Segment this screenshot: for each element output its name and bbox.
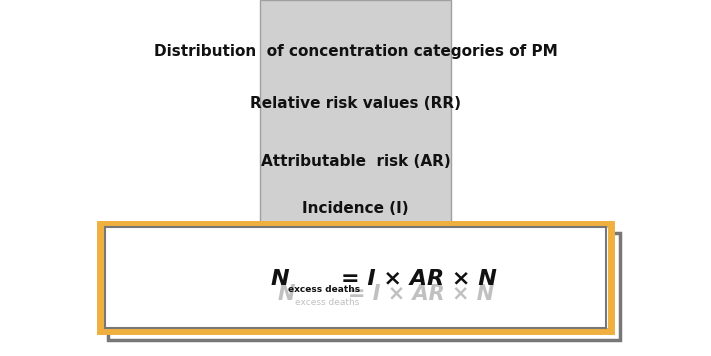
Text: excess deaths: excess deaths <box>288 285 360 294</box>
Text: excess deaths: excess deaths <box>295 298 360 307</box>
Text: Number of population (N): Number of population (N) <box>245 229 466 244</box>
Text: = I × AR × N: = I × AR × N <box>341 269 497 289</box>
Text: N: N <box>270 269 289 289</box>
Text: Relative risk values (RR): Relative risk values (RR) <box>250 96 461 111</box>
Text: N: N <box>277 284 295 304</box>
Bar <box>108 233 620 340</box>
Bar <box>105 227 606 328</box>
Text: Incidence (I): Incidence (I) <box>302 201 409 216</box>
Text: Distribution  of concentration categories of PM: Distribution of concentration categories… <box>154 44 557 59</box>
Text: Attributable  risk (AR): Attributable risk (AR) <box>261 155 450 169</box>
Polygon shape <box>206 246 505 310</box>
Bar <box>100 224 611 331</box>
Text: = I × AR × N: = I × AR × N <box>348 284 495 304</box>
Bar <box>260 0 451 246</box>
Bar <box>107 229 604 326</box>
